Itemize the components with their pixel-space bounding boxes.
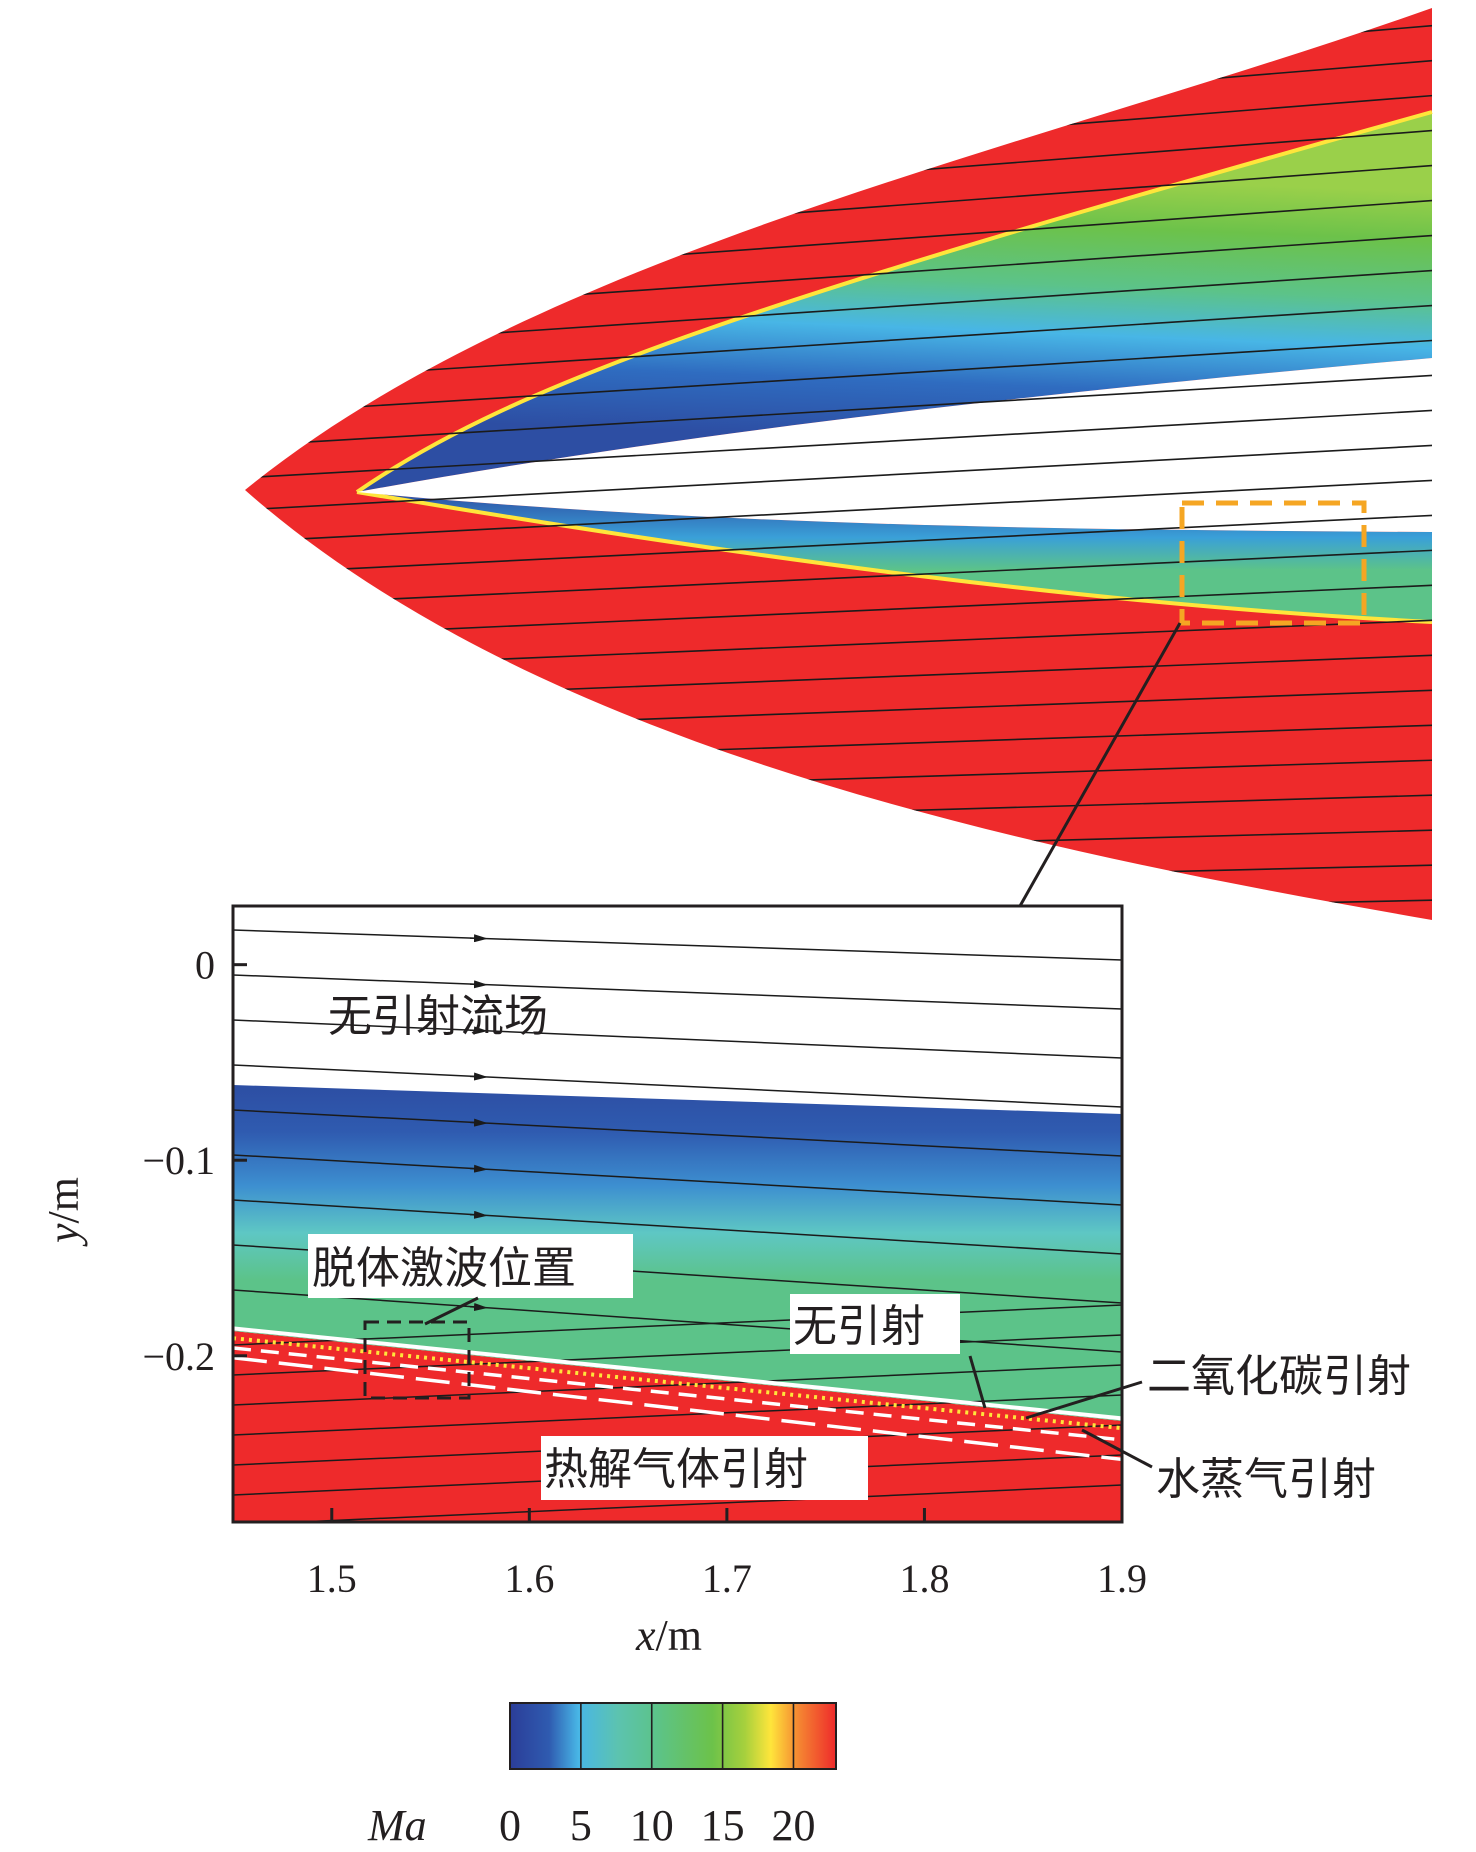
x-tick-label: 1.7 [702,1556,752,1601]
overview-streamline [245,549,1432,607]
streamline-arrow [469,1303,488,1311]
series-label-co2-injection: 二氧化碳引射 [1147,1351,1411,1402]
x-axis-title: x/m [635,1611,702,1660]
streamline [233,1304,1122,1346]
colorbar-tick-label: 5 [570,1801,592,1850]
shock-line-long-dash [233,1355,1122,1462]
series-label-pyrolysis-injection: 热解气体引射 [544,1444,808,1495]
shock-location-box [363,1320,471,1400]
inset-frame [231,904,1124,1524]
shock-location-leader [424,1296,479,1326]
colorbar-tick-label: 0 [499,1801,521,1850]
y-tick-label: 0 [195,943,215,988]
zoom-region-box [1179,500,1367,626]
streamline [233,1334,1122,1376]
colorbar-tick-label: 10 [630,1801,674,1850]
shock-location-label: 脱体激波位置 [312,1243,576,1294]
streamline-arrow [469,1164,488,1173]
lower-wake-region [357,492,1432,622]
zoom-leader-line [1018,622,1182,907]
shock-line-solid [233,1326,1122,1421]
x-axis-title-var: x [635,1611,656,1660]
overview-streamline [245,479,1432,543]
mach-colorbar: 0 5 10 15 20 Ma [367,1702,837,1850]
overview-streamline [245,444,1432,511]
inset-series [233,1326,1122,1462]
flow-field-overview [245,8,1433,920]
leader-steam-injection [1081,1428,1153,1469]
leader-no-injection [968,1355,987,1409]
streamline-arrow [469,1210,488,1219]
series-label-steam-injection: 水蒸气引射 [1156,1454,1376,1505]
lower-shock-yellow-edge [356,490,1433,624]
streamline [233,974,1122,1010]
streamline [233,1064,1122,1108]
upper-shock-yellow-edge [355,110,1433,494]
x-axis-title-unit: /m [656,1611,702,1660]
streamline [233,1154,1122,1206]
overview-streamline [245,409,1432,479]
x-tick-label: 1.8 [899,1556,949,1601]
colorbar-ticks: 0 5 10 15 20 [499,1703,815,1850]
overview-streamline [245,304,1432,383]
streamline-arrow [469,980,488,989]
streamline [233,1019,1122,1059]
inset-plot: 1.5 1.6 1.7 1.8 1.9 0 −0.1 −0.2 无引射流场 脱体激波位置 无引… [39,904,1411,1660]
overview-streamline [245,339,1432,415]
x-tick-label: 1.9 [1097,1556,1147,1601]
x-tick-label: 1.6 [504,1556,554,1601]
x-tick-label: 1.5 [307,1556,357,1601]
streamline [233,1199,1122,1255]
overview-streamline [245,8,1432,31]
inset-ticks: 1.5 1.6 1.7 1.8 1.9 0 −0.1 −0.2 [142,943,1147,1601]
y-tick-label: −0.1 [142,1138,215,1183]
overview-streamline [245,514,1432,575]
colorbar-gradient [509,1702,837,1770]
series-label-no-injection: 无引射 [793,1301,925,1352]
streamline [233,929,1122,961]
colorbar-tick-label: 15 [701,1801,745,1850]
y-axis-title-var: y [39,1223,88,1247]
streamline-arrow [469,1026,488,1035]
inset-annotation-title: 无引射流场 [328,991,548,1042]
streamline-arrow [469,1118,488,1127]
y-axis-title-unit: /m [39,1177,88,1223]
leader-co2-injection [1025,1380,1143,1420]
upper-wake-region [357,112,1432,492]
colorbar-tick-label: 20 [771,1801,815,1850]
label-bg-no-injection [790,1294,960,1354]
shock-line-dotted [233,1336,1122,1431]
inset-red-region [233,1331,1122,1522]
shock-location-label-bg [308,1234,633,1298]
overview-streamline [245,374,1432,447]
streamline-arrow [469,1072,488,1081]
label-bg-pyrolysis-injection [541,1436,868,1500]
y-axis-title: y/m [39,1177,88,1247]
streamline [233,1109,1122,1157]
colorbar-label: Ma [367,1801,427,1850]
streamline [282,1484,1122,1522]
overview-streamline [245,8,1432,63]
y-tick-label: −0.2 [142,1334,215,1379]
shock-line-dash [233,1346,1122,1442]
